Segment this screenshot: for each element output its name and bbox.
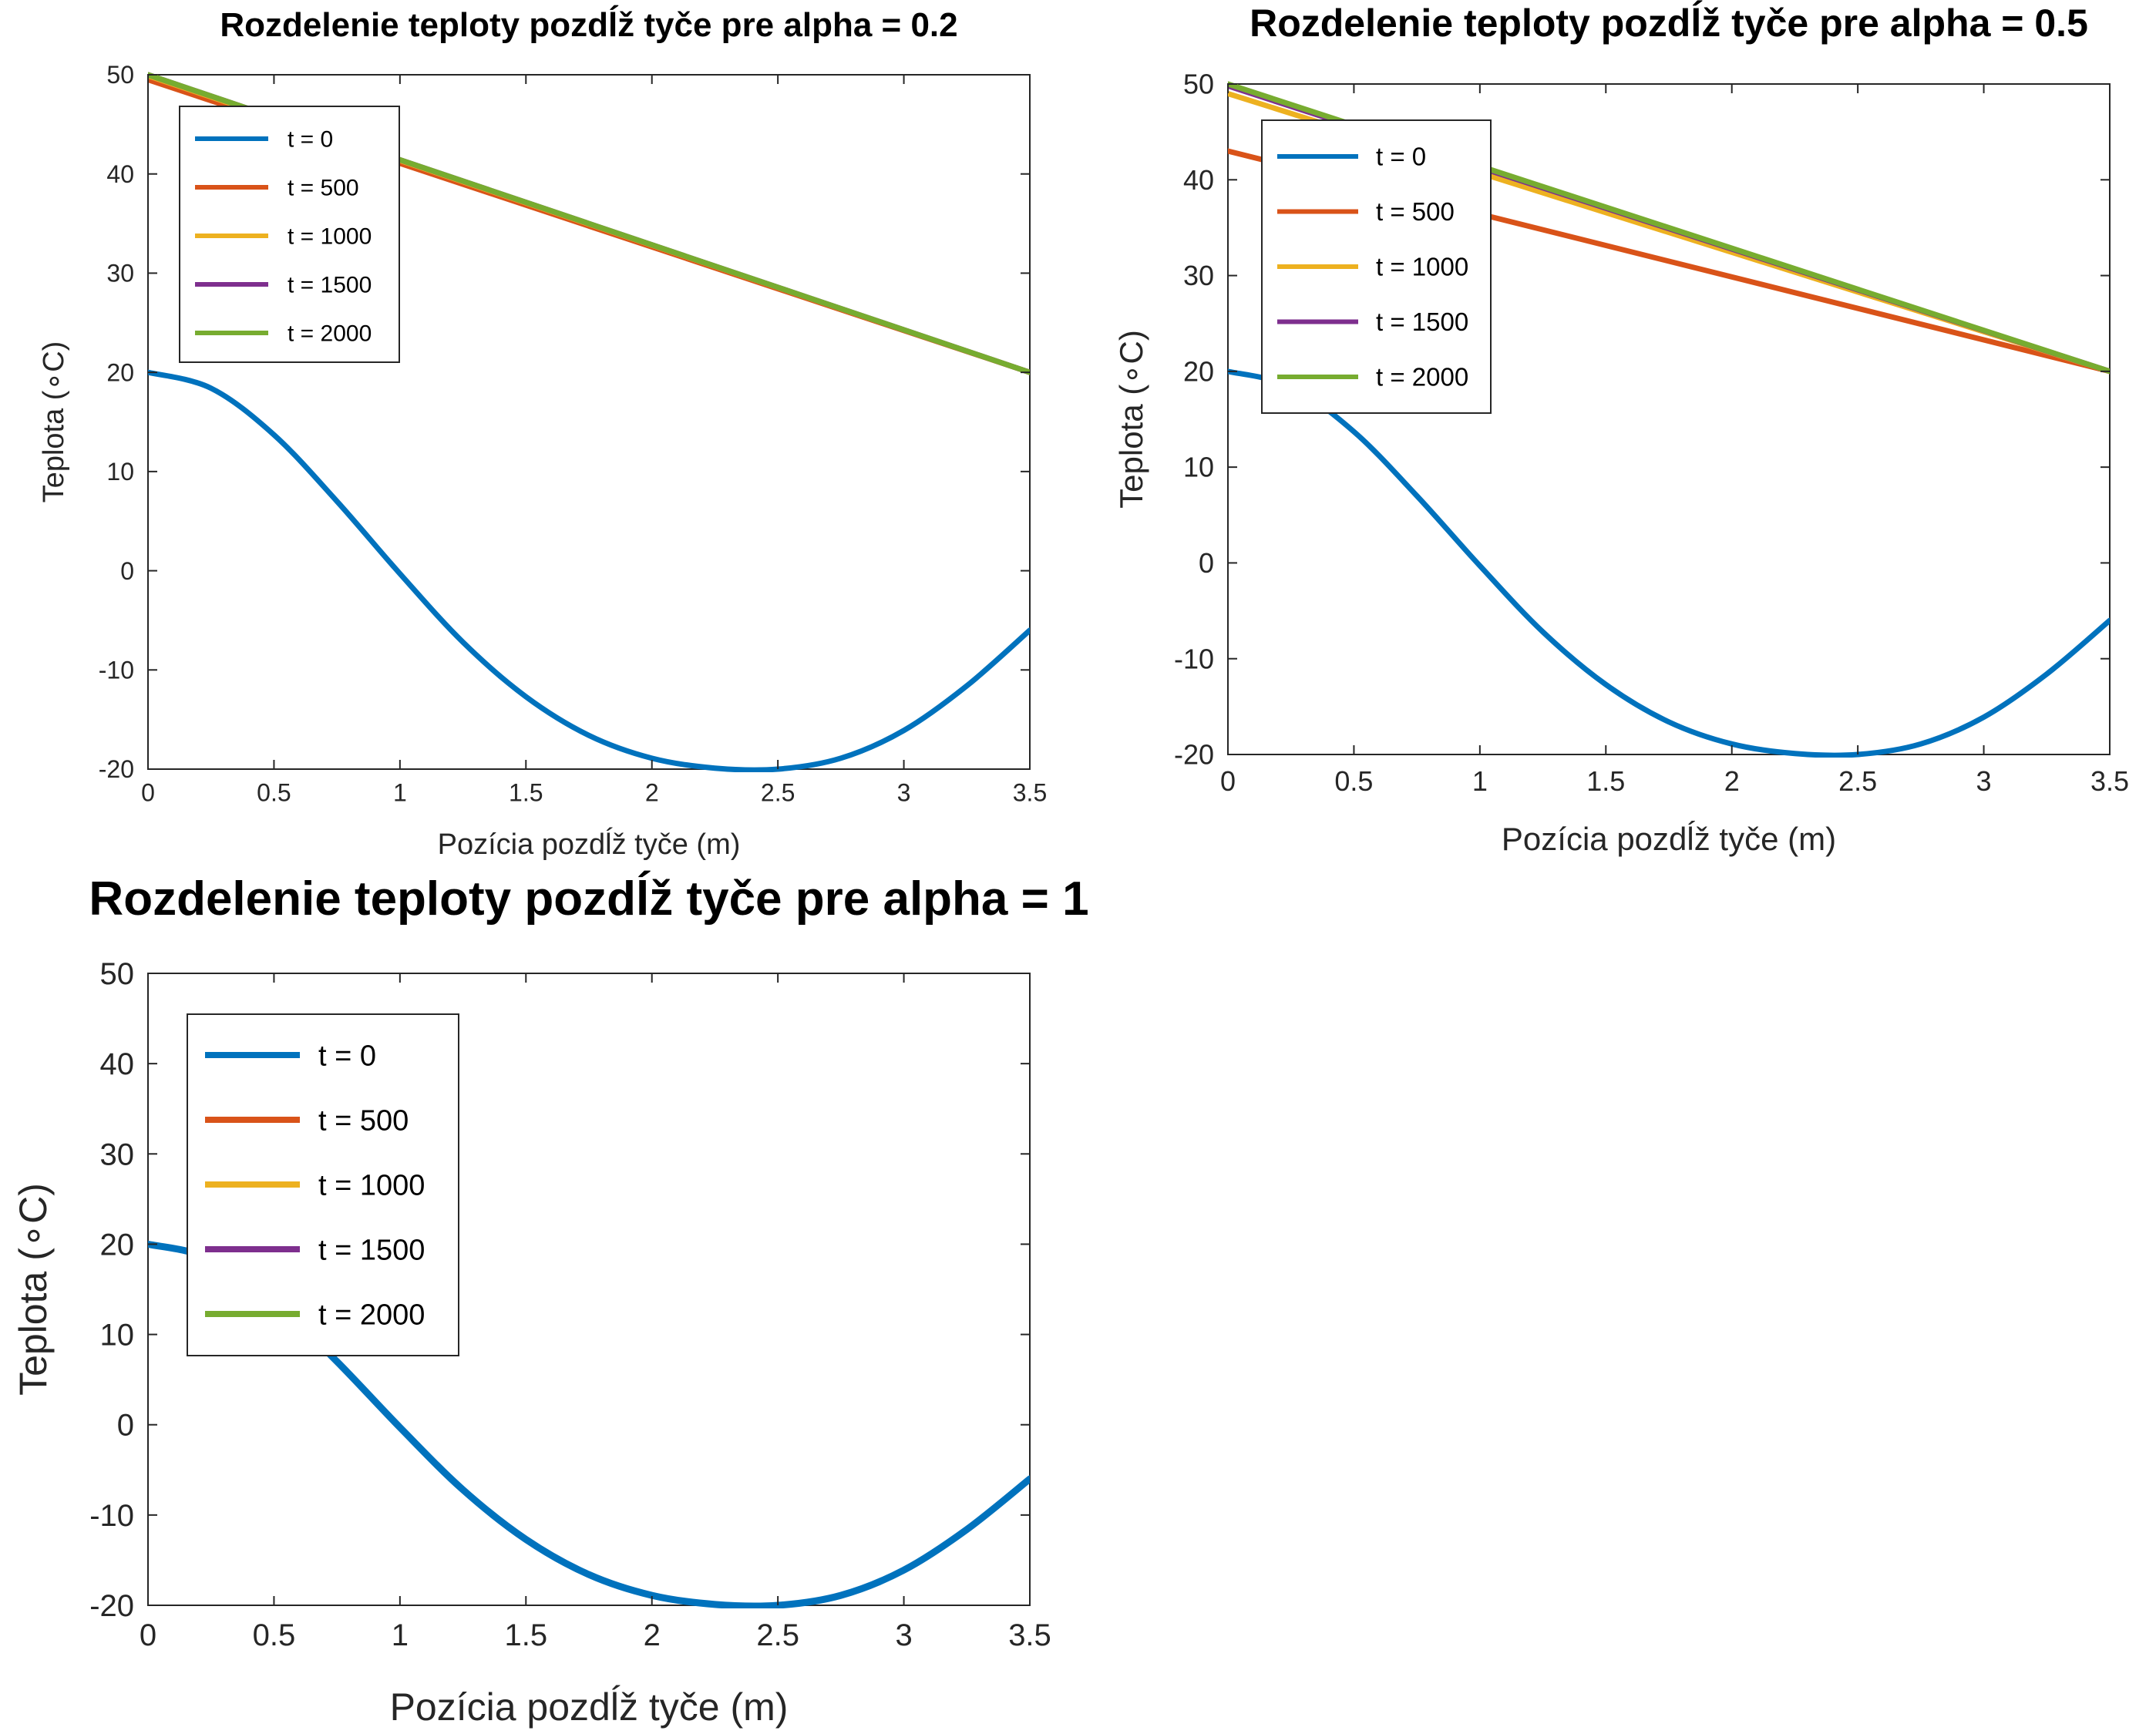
y-tick-label: -10 <box>89 1499 134 1533</box>
y-tick-label: 10 <box>1183 452 1214 483</box>
legend-label-1: t = 0 <box>318 1040 376 1072</box>
series-line-1 <box>148 369 1030 772</box>
legend-label-2: t = 500 <box>318 1104 409 1137</box>
x-tick-label: 1.5 <box>509 779 543 807</box>
y-tick-label: -10 <box>1174 643 1214 674</box>
x-tick-label: 0 <box>140 1618 156 1652</box>
chart-title: Rozdelenie teploty pozdĺž tyče pre alpha… <box>220 4 957 44</box>
legend-label-2: t = 500 <box>1376 197 1455 226</box>
x-tick-label: 2.5 <box>756 1618 799 1652</box>
legend: t = 0 t = 500 t = 1000 t = 1500 t = 2000 <box>179 106 400 363</box>
y-tick-label: 50 <box>100 957 135 991</box>
y-tick-label: -20 <box>1174 739 1214 771</box>
y-tick-label: 0 <box>117 1409 134 1443</box>
legend-label-4: t = 1500 <box>288 273 372 298</box>
y-tick-label: 50 <box>1183 69 1214 100</box>
x-tick-label: 1 <box>392 1618 409 1652</box>
x-tick-label: 2 <box>1724 765 1740 797</box>
y-tick-label: -20 <box>89 1589 134 1623</box>
y-tick-label: -20 <box>99 755 134 783</box>
y-tick-label: 30 <box>1183 260 1214 291</box>
x-tick-label: 2.5 <box>761 779 795 807</box>
x-tick-label: 1.5 <box>504 1618 547 1652</box>
x-axis-label: Pozícia pozdĺž tyče (m) <box>438 826 741 861</box>
legend-label-3: t = 1000 <box>288 224 372 250</box>
y-tick-label: 40 <box>100 1047 135 1081</box>
x-tick-label: 3.5 <box>1008 1618 1051 1652</box>
x-tick-label: 3.5 <box>1013 779 1047 807</box>
y-axis-label: Teplota (∘C) <box>12 1183 55 1396</box>
x-tick-label: 3.5 <box>2090 765 2129 797</box>
x-tick-label: 3 <box>897 779 911 807</box>
y-tick-label: 10 <box>100 1319 135 1353</box>
legend-label-1: t = 0 <box>1376 143 1426 171</box>
legend-label-3: t = 1000 <box>318 1169 425 1201</box>
legend-label-5: t = 2000 <box>318 1299 425 1331</box>
y-axis-label: Teplota (∘C) <box>1113 330 1149 509</box>
x-tick-label: 3 <box>1976 765 1992 797</box>
legend-label-4: t = 1500 <box>1376 307 1468 336</box>
chart-title: Rozdelenie teploty pozdĺž tyče pre alpha… <box>1250 0 2088 45</box>
y-tick-label: 40 <box>106 160 134 188</box>
y-tick-label: 10 <box>106 458 134 486</box>
y-tick-label: 20 <box>100 1228 135 1262</box>
y-tick-label: 0 <box>120 557 134 585</box>
x-tick-label: 0 <box>141 779 155 807</box>
legend-label-1: t = 0 <box>288 127 333 153</box>
x-tick-label: 1.5 <box>1586 765 1625 797</box>
legend: t = 0 t = 500 t = 1000 t = 1500 t = 2000 <box>187 1013 459 1356</box>
x-axis-label: Pozícia pozdĺž tyče (m) <box>1502 820 1836 857</box>
chart-panel-2: Rozdelenie teploty pozdĺž tyče pre alpha… <box>1113 0 2129 857</box>
chart-panel-3: Rozdelenie teploty pozdĺž tyče pre alpha… <box>12 871 1089 1729</box>
legend-label-5: t = 2000 <box>288 321 372 347</box>
x-axis-label: Pozícia pozdĺž tyče (m) <box>390 1685 789 1729</box>
x-tick-label: 0 <box>1220 765 1236 797</box>
y-tick-label: 40 <box>1183 164 1214 196</box>
x-tick-label: 3 <box>895 1618 912 1652</box>
x-tick-label: 1 <box>1472 765 1488 797</box>
y-tick-label: 50 <box>106 61 134 89</box>
x-tick-label: 0.5 <box>1334 765 1373 797</box>
y-tick-label: -10 <box>99 656 134 684</box>
x-tick-label: 2 <box>644 1618 661 1652</box>
y-tick-label: 20 <box>106 358 134 386</box>
x-tick-label: 2 <box>645 779 659 807</box>
chart-panel-1: Rozdelenie teploty pozdĺž tyče pre alpha… <box>38 4 1047 861</box>
x-tick-label: 0.5 <box>257 779 291 807</box>
legend-label-2: t = 500 <box>288 176 359 201</box>
y-axis-label: Teplota (∘C) <box>38 341 70 503</box>
legend-label-4: t = 1500 <box>318 1234 425 1266</box>
y-tick-label: 0 <box>1199 547 1214 579</box>
series-line-1 <box>1228 368 2110 758</box>
y-tick-label: 30 <box>100 1138 135 1171</box>
y-tick-label: 20 <box>1183 355 1214 387</box>
legend: t = 0 t = 500 t = 1000 t = 1500 t = 2000 <box>1261 119 1492 414</box>
x-tick-label: 2.5 <box>1838 765 1877 797</box>
x-tick-label: 1 <box>393 779 407 807</box>
x-tick-label: 0.5 <box>253 1618 296 1652</box>
chart-title: Rozdelenie teploty pozdĺž tyče pre alpha… <box>89 871 1088 926</box>
legend-label-3: t = 1000 <box>1376 253 1468 281</box>
y-tick-label: 30 <box>106 260 134 287</box>
legend-label-5: t = 2000 <box>1376 363 1468 391</box>
